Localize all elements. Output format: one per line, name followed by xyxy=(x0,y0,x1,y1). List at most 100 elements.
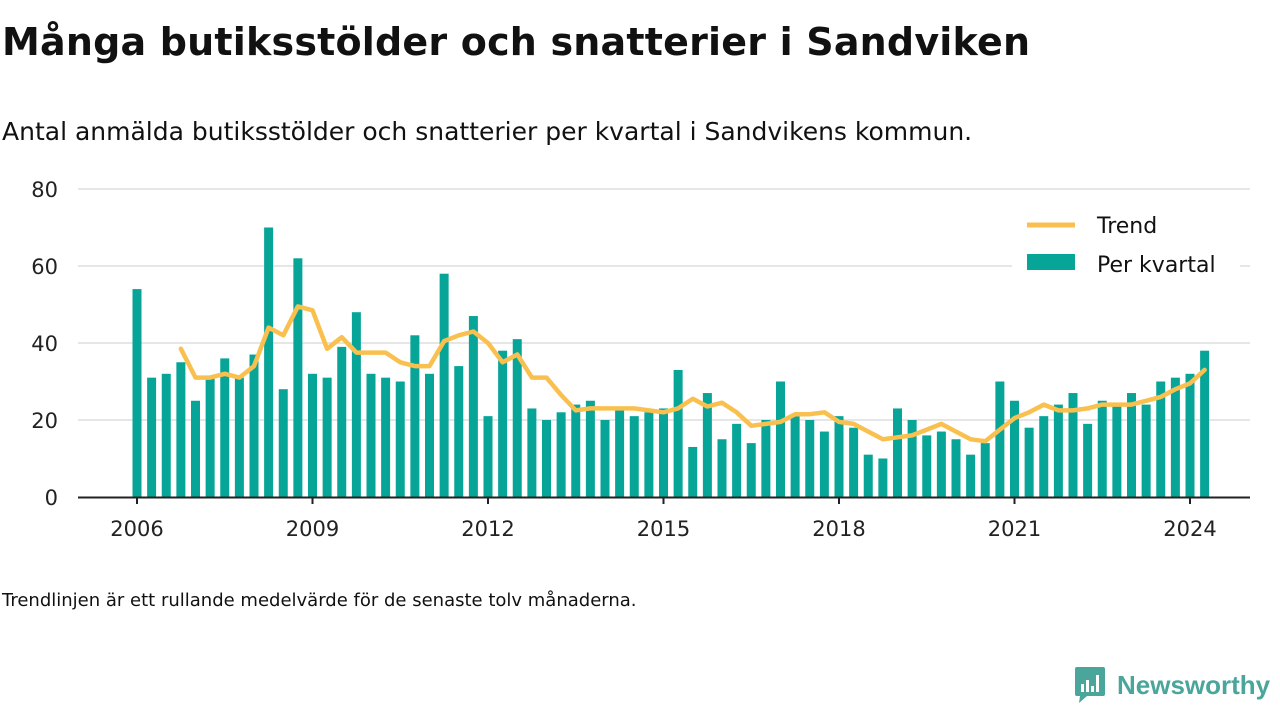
y-tick-label: 60 xyxy=(31,255,58,279)
bar xyxy=(512,339,522,497)
bar xyxy=(351,312,361,497)
bar xyxy=(1170,377,1180,497)
bar xyxy=(1097,400,1107,497)
x-axis-ticks: 2006 2009 2012 2015 2018 2021 2024 xyxy=(110,497,1217,541)
bar xyxy=(951,439,961,497)
legend-bar-swatch xyxy=(1027,254,1075,270)
bar xyxy=(600,420,610,497)
bar xyxy=(644,412,654,497)
bar xyxy=(995,381,1005,497)
x-tick-label: 2015 xyxy=(637,517,690,541)
chart-subtitle: Antal anmälda butiksstölder och snatteri… xyxy=(2,117,973,146)
bar xyxy=(147,377,157,497)
bar xyxy=(1010,400,1019,497)
x-tick-label: 2021 xyxy=(988,517,1041,541)
bar xyxy=(746,443,756,497)
bar xyxy=(571,404,581,497)
footnote: Trendlinjen är ett rullande medelvärde f… xyxy=(2,590,637,611)
bar xyxy=(1156,381,1166,497)
y-tick-label: 40 xyxy=(31,332,58,356)
bar xyxy=(220,358,230,497)
bar xyxy=(790,416,800,497)
bar xyxy=(308,373,317,497)
y-tick-label: 80 xyxy=(31,178,58,202)
bar xyxy=(176,362,186,497)
bar xyxy=(702,393,712,497)
bar xyxy=(615,408,625,497)
bar xyxy=(776,381,785,497)
bar xyxy=(293,258,303,497)
bar xyxy=(1200,350,1210,497)
bar xyxy=(454,366,464,497)
bar xyxy=(527,408,537,497)
bar xyxy=(732,423,742,497)
y-tick-label: 20 xyxy=(31,409,58,433)
bar xyxy=(834,416,844,497)
bar xyxy=(410,335,420,497)
bar xyxy=(966,454,976,497)
bar xyxy=(337,346,347,497)
bar xyxy=(980,443,990,497)
bar xyxy=(1112,404,1122,497)
bar xyxy=(1185,373,1195,497)
bar xyxy=(395,381,405,497)
x-tick-label: 2009 xyxy=(286,517,339,541)
trend-line-group xyxy=(178,304,1207,444)
legend-bar-label: Per kvartal xyxy=(1097,253,1216,278)
bar xyxy=(893,408,902,497)
trend-line xyxy=(178,304,1207,444)
bar xyxy=(191,400,200,497)
bar xyxy=(849,427,859,497)
bar xyxy=(717,439,727,497)
y-tick-label: 0 xyxy=(45,486,58,510)
legend-trend-label: Trend xyxy=(1096,214,1157,239)
bar xyxy=(468,316,478,497)
bar xyxy=(629,416,639,497)
brand-name: Newsworthy xyxy=(1117,669,1271,700)
bar xyxy=(863,454,873,497)
bar xyxy=(132,289,142,497)
bar xyxy=(439,273,449,497)
bar xyxy=(161,373,171,497)
bar xyxy=(205,377,215,497)
x-tick-label: 2018 xyxy=(812,517,865,541)
bar xyxy=(922,435,932,497)
x-tick-label: 2024 xyxy=(1163,517,1216,541)
bar xyxy=(673,369,683,497)
bar xyxy=(556,412,566,497)
bar-chart: 0 20 40 60 80 2006 2009 2012 2015 2018 2021 2024 T… xyxy=(31,178,1250,541)
bar xyxy=(878,458,888,497)
bar xyxy=(1141,404,1151,497)
bar xyxy=(483,416,493,497)
bar xyxy=(585,400,595,497)
bar xyxy=(1068,393,1078,497)
bar xyxy=(249,354,259,497)
brand: Newsworthy xyxy=(1073,665,1270,705)
bar xyxy=(234,377,244,497)
legend: Trend Per kvartal xyxy=(1012,207,1240,287)
newsworthy-logo-icon xyxy=(1075,667,1105,703)
bar xyxy=(688,446,698,497)
bar xyxy=(498,350,508,497)
bar xyxy=(366,373,376,497)
bar xyxy=(805,420,815,497)
bar xyxy=(1083,423,1093,497)
bar xyxy=(819,431,829,497)
bars xyxy=(132,227,1210,497)
bar xyxy=(936,431,946,497)
x-tick-label: 2012 xyxy=(461,517,514,541)
bar xyxy=(381,377,391,497)
bar xyxy=(1039,416,1049,497)
legend-background xyxy=(1012,207,1240,287)
bar xyxy=(761,420,771,497)
bar xyxy=(264,227,274,497)
bar xyxy=(278,389,288,497)
bar xyxy=(1127,393,1136,497)
x-tick-label: 2006 xyxy=(110,517,163,541)
bar xyxy=(1053,404,1063,497)
bar xyxy=(542,420,551,497)
chart-title: Många butiksstölder och snatterier i San… xyxy=(2,20,1031,64)
bar xyxy=(659,408,668,497)
bar xyxy=(907,420,917,497)
bar xyxy=(425,373,434,497)
